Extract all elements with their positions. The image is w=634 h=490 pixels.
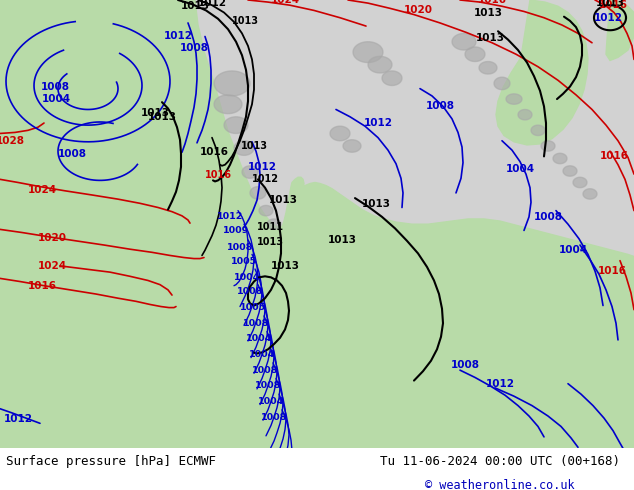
Polygon shape xyxy=(259,205,273,216)
Text: 1016: 1016 xyxy=(27,281,56,291)
Text: 1013: 1013 xyxy=(231,16,259,26)
Polygon shape xyxy=(518,109,532,120)
Text: 1012: 1012 xyxy=(164,31,193,42)
Text: 1013: 1013 xyxy=(269,195,297,205)
Text: 1013: 1013 xyxy=(181,1,209,11)
Text: 1012: 1012 xyxy=(198,0,226,8)
Text: 1004: 1004 xyxy=(246,334,272,343)
Polygon shape xyxy=(541,141,555,151)
Text: 1009: 1009 xyxy=(223,226,249,235)
Text: 1008: 1008 xyxy=(261,413,287,421)
Text: 1013: 1013 xyxy=(240,141,268,151)
Text: 1008: 1008 xyxy=(425,101,455,111)
Polygon shape xyxy=(343,140,361,152)
Polygon shape xyxy=(0,0,634,448)
Text: 1012: 1012 xyxy=(4,414,32,424)
Text: 1008: 1008 xyxy=(533,212,562,222)
Polygon shape xyxy=(0,0,634,448)
Polygon shape xyxy=(583,189,597,199)
Polygon shape xyxy=(563,166,577,176)
Text: 1013: 1013 xyxy=(141,108,169,118)
Polygon shape xyxy=(242,166,258,178)
Text: 1013: 1013 xyxy=(361,199,391,209)
Text: 1008: 1008 xyxy=(252,366,278,375)
Text: 1016: 1016 xyxy=(477,0,507,5)
Text: 1012: 1012 xyxy=(217,212,243,221)
Polygon shape xyxy=(214,95,242,114)
Text: 1005: 1005 xyxy=(240,303,266,312)
Text: 1004: 1004 xyxy=(505,164,534,174)
Text: 1020: 1020 xyxy=(37,233,67,243)
Polygon shape xyxy=(496,0,588,145)
Polygon shape xyxy=(494,77,510,90)
Polygon shape xyxy=(606,0,634,60)
Polygon shape xyxy=(573,177,587,188)
Text: 1008: 1008 xyxy=(451,360,479,370)
Polygon shape xyxy=(234,141,254,155)
Text: 1020: 1020 xyxy=(403,5,432,15)
Text: 1008: 1008 xyxy=(58,149,86,159)
Text: 1013: 1013 xyxy=(328,235,356,245)
Text: Surface pressure [hPa] ECMWF: Surface pressure [hPa] ECMWF xyxy=(6,455,216,468)
Polygon shape xyxy=(553,153,567,164)
Text: Tu 11-06-2024 00:00 UTC (00+168): Tu 11-06-2024 00:00 UTC (00+168) xyxy=(380,455,621,468)
Polygon shape xyxy=(214,71,250,96)
Text: 1012: 1012 xyxy=(252,174,278,184)
Text: 1004: 1004 xyxy=(258,397,284,406)
Polygon shape xyxy=(267,219,281,229)
Text: 1004: 1004 xyxy=(41,94,70,104)
Text: 1013: 1013 xyxy=(595,0,624,8)
Text: 1011: 1011 xyxy=(257,222,283,232)
Text: 1012: 1012 xyxy=(593,13,623,23)
Text: 1016: 1016 xyxy=(200,147,228,157)
Text: © weatheronline.co.uk: © weatheronline.co.uk xyxy=(425,479,574,490)
Text: 1024: 1024 xyxy=(271,0,299,5)
Text: 1016: 1016 xyxy=(598,0,628,10)
Text: 1004: 1004 xyxy=(234,273,260,282)
Text: 1012: 1012 xyxy=(486,379,515,389)
Text: 1008: 1008 xyxy=(179,43,209,53)
Text: 1013: 1013 xyxy=(474,7,503,18)
Text: 1024: 1024 xyxy=(27,185,56,195)
Text: 1028: 1028 xyxy=(0,136,25,146)
Polygon shape xyxy=(465,47,485,62)
Text: 1016: 1016 xyxy=(597,266,626,276)
Text: 1016: 1016 xyxy=(600,151,628,161)
Polygon shape xyxy=(382,71,402,85)
Text: 1012: 1012 xyxy=(363,118,392,128)
Polygon shape xyxy=(330,126,350,141)
Text: 1013: 1013 xyxy=(148,112,176,122)
Text: 1008: 1008 xyxy=(41,81,70,92)
Text: 1008: 1008 xyxy=(255,381,281,391)
Text: 1024: 1024 xyxy=(37,261,67,271)
Text: 1004: 1004 xyxy=(559,245,588,255)
Text: 1008: 1008 xyxy=(237,288,263,296)
Polygon shape xyxy=(250,187,266,199)
Polygon shape xyxy=(452,33,476,50)
Polygon shape xyxy=(506,94,522,104)
Polygon shape xyxy=(353,42,383,63)
Text: 1008: 1008 xyxy=(227,243,253,251)
Polygon shape xyxy=(368,56,392,73)
Text: 1016: 1016 xyxy=(205,170,231,180)
Text: 1005: 1005 xyxy=(231,257,257,266)
Text: 1008: 1008 xyxy=(243,318,269,328)
Text: 1013: 1013 xyxy=(257,237,283,247)
Polygon shape xyxy=(531,125,545,136)
Polygon shape xyxy=(479,62,497,74)
Text: 1013: 1013 xyxy=(271,261,299,271)
Text: 1012: 1012 xyxy=(247,162,276,172)
Text: 1013: 1013 xyxy=(476,32,505,43)
Polygon shape xyxy=(224,117,248,133)
Text: 1004: 1004 xyxy=(249,350,275,359)
